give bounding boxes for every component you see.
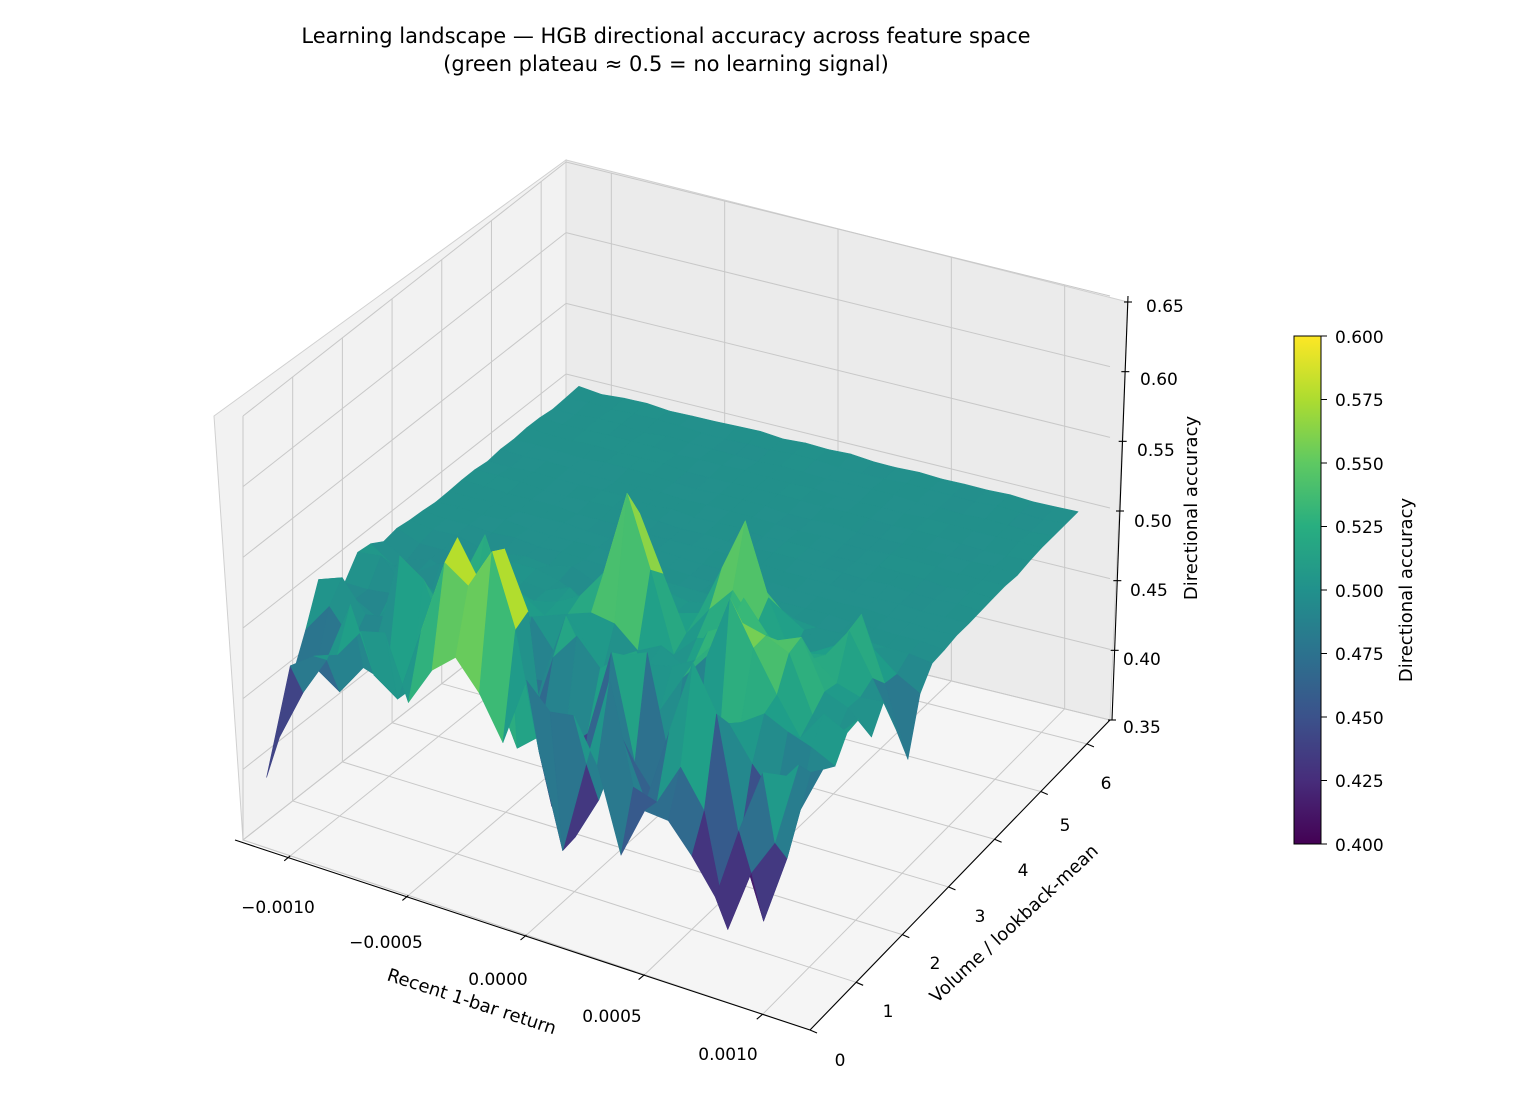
colorbar-tick-label: 0.525	[1335, 518, 1384, 538]
x-tick-label: 0.0005	[582, 1007, 641, 1027]
x-tick-mark	[520, 934, 527, 941]
grid-line-z	[242, 161, 567, 417]
z-tick-label: 0.65	[1146, 297, 1184, 317]
y-tick-label: 3	[975, 907, 986, 927]
y-tick-label: 1	[883, 1002, 894, 1022]
x-tick-label: 0.0010	[698, 1045, 757, 1065]
colorbar-ticks: 0.400 0.425 0.450 0.475 0.500 0.525 0.55…	[1321, 328, 1384, 856]
chart-title: Learning landscape — HGB directional acc…	[301, 24, 1031, 48]
grid-line-z	[242, 232, 567, 488]
y-tick-label: 4	[1018, 861, 1029, 881]
x-axis-ticks: −0.0010 −0.0005 0.0000 0.0005 0.0010	[241, 898, 758, 1065]
surface-facet	[762, 764, 799, 843]
axis-lines	[234, 295, 1132, 1034]
x-tick-mark	[402, 894, 409, 901]
y-axis-ticks: 0 1 2 3 4 5 6	[835, 774, 1112, 1071]
x-tick-label: 0.0000	[468, 970, 527, 990]
grid-line-y	[292, 800, 857, 983]
grid-line-z	[242, 373, 567, 629]
y-tick-mark	[809, 1029, 818, 1034]
colorbar-tick-label: 0.450	[1335, 709, 1384, 729]
colorbar-tick-label: 0.600	[1335, 328, 1384, 348]
y-tick-label: 5	[1060, 816, 1071, 836]
z-axis-line	[1111, 295, 1129, 721]
colorbar-tick-label: 0.475	[1335, 645, 1384, 665]
y-axis-line	[809, 719, 1111, 1031]
y-tick-label: 6	[1101, 774, 1112, 794]
chart-subtitle: (green plateau ≈ 0.5 = no learning signa…	[443, 52, 889, 76]
x-tick-label: −0.0010	[241, 898, 315, 918]
accuracy-surface	[266, 385, 1079, 930]
x-tick-label: −0.0005	[349, 933, 423, 953]
z-tick-label: 0.55	[1137, 441, 1175, 461]
y-tick-mark	[855, 981, 864, 986]
colorbar-label: Directional accuracy	[1396, 498, 1417, 683]
z-tick-label: 0.50	[1134, 512, 1172, 532]
z-axis-label: Directional accuracy	[1181, 416, 1202, 601]
y-tick-mark	[994, 838, 1002, 843]
x-tick-mark	[283, 855, 291, 862]
y-tick-mark	[1040, 791, 1048, 796]
z-axis-ticks: 0.35 0.40 0.45 0.50 0.55 0.60 0.65	[1123, 297, 1184, 738]
y-tick-label: 0	[835, 1051, 846, 1071]
grid-line-z	[565, 232, 1111, 368]
z-tick-label: 0.45	[1130, 581, 1168, 601]
colorbar-tick-label: 0.575	[1335, 391, 1384, 411]
x-tick-mark	[638, 974, 645, 981]
x-tick-mark	[756, 1013, 764, 1020]
colorbar-gradient	[1293, 335, 1322, 845]
colorbar-tick-label: 0.400	[1335, 836, 1384, 856]
z-tick-label: 0.40	[1123, 650, 1161, 670]
x-axis-line	[234, 839, 811, 1031]
colorbar: 0.400 0.425 0.450 0.475 0.500 0.525 0.55…	[1293, 328, 1417, 856]
grid-line-z	[565, 161, 1111, 297]
colorbar-tick-label: 0.550	[1335, 455, 1384, 475]
grid-line-z	[565, 302, 1111, 438]
colorbar-tick-label: 0.500	[1335, 582, 1384, 602]
colorbar-tick-label: 0.425	[1335, 772, 1384, 792]
y-tick-mark	[948, 886, 956, 891]
grid-line-z	[242, 302, 567, 558]
grid-line-z	[565, 373, 1111, 509]
chart-title-block: Learning landscape — HGB directional acc…	[0, 22, 1332, 78]
z-tick-label: 0.35	[1123, 718, 1161, 738]
grid-line-x	[762, 708, 1066, 1015]
y-tick-mark	[902, 934, 910, 939]
z-tick-label: 0.60	[1140, 370, 1178, 390]
y-tick-mark	[1086, 743, 1095, 748]
y-tick-label: 2	[930, 954, 941, 974]
